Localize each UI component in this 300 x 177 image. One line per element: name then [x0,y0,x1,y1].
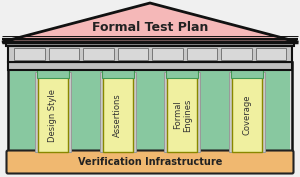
Bar [152,48,182,60]
Text: Design Style: Design Style [48,88,57,141]
Bar [167,68,197,152]
Bar [6,42,294,46]
Bar [8,46,292,62]
Polygon shape [2,3,298,42]
Text: Formal Test Plan: Formal Test Plan [92,21,208,34]
Bar [187,48,217,60]
Bar [37,68,69,78]
Bar [8,62,292,70]
Bar [38,68,68,152]
Bar [231,68,263,78]
Text: Assertions: Assertions [113,93,122,137]
Bar [10,64,290,150]
Bar [256,48,286,60]
FancyBboxPatch shape [7,150,293,173]
Text: Verification Infrastructure: Verification Infrastructure [78,157,222,167]
Bar [35,72,71,152]
Bar [83,48,113,60]
Text: Coverage: Coverage [243,95,252,135]
Bar [100,72,136,152]
Bar [102,68,134,78]
Bar [4,39,296,42]
Bar [118,48,148,60]
Bar [8,62,292,152]
Bar [167,68,198,78]
Bar [164,72,200,152]
Text: Formal
Engines: Formal Engines [173,98,192,132]
Bar [229,72,265,152]
Bar [49,48,79,60]
Bar [221,48,251,60]
Bar [103,68,133,152]
Bar [14,48,44,60]
Bar [232,68,262,152]
